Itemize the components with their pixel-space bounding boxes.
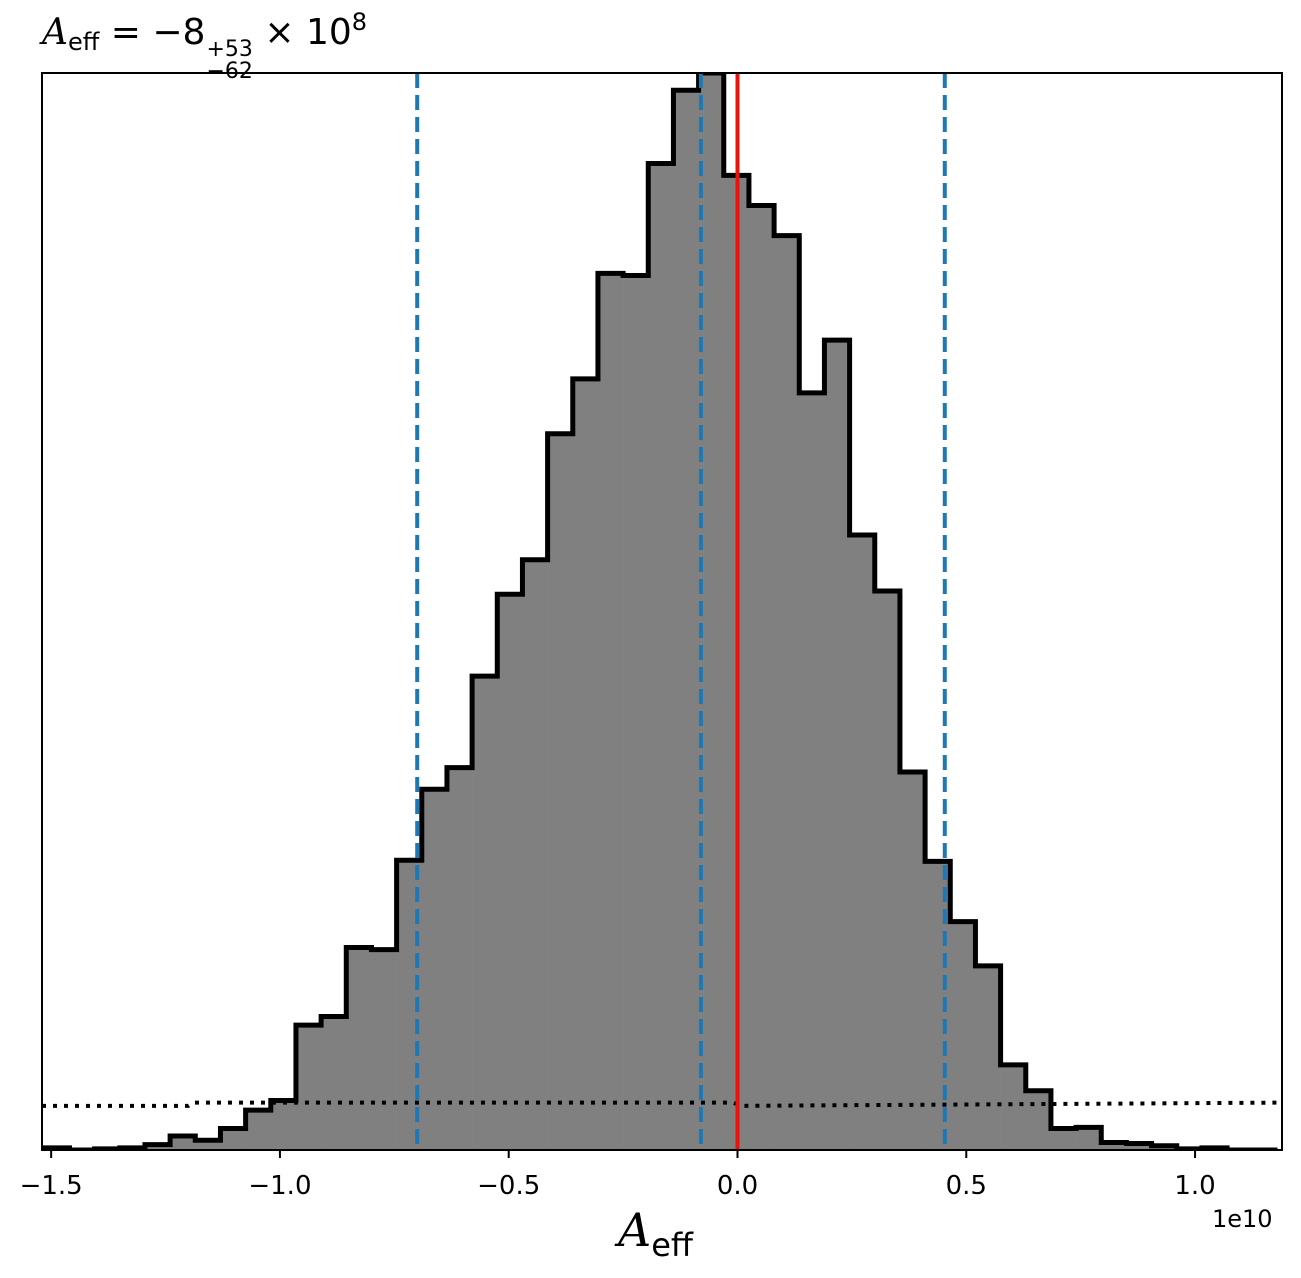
prior-dotted-line	[42, 1100, 1282, 1108]
histogram-bar	[195, 1140, 221, 1150]
plot-frame	[41, 72, 1283, 1151]
title-upper-error: +53	[206, 37, 253, 62]
histogram-bar	[245, 1110, 272, 1150]
histogram-bar	[748, 205, 775, 1150]
x-axis-label: Aeff	[618, 1203, 693, 1264]
histogram-bar	[975, 965, 1001, 1150]
histogram-bar	[1076, 1127, 1102, 1150]
histogram-outline	[42, 73, 1278, 1150]
histogram-bar	[623, 275, 649, 1150]
histogram-bar	[572, 378, 599, 1150]
histogram-bar	[421, 789, 448, 1150]
histogram-bar	[950, 921, 976, 1150]
histogram-bar	[673, 90, 699, 1150]
histogram-bar	[547, 433, 574, 1150]
title-lower-error: −62	[206, 59, 253, 84]
histogram-bar	[648, 163, 674, 1150]
histogram-bar	[1126, 1143, 1152, 1150]
histogram-bar	[295, 1025, 322, 1150]
histogram-bar	[899, 771, 926, 1150]
histogram-bar	[346, 947, 372, 1150]
x-tick-label: 0.0	[717, 1171, 758, 1201]
histogram-bar	[321, 1016, 347, 1150]
histogram-bar	[1000, 1064, 1027, 1150]
histogram-bar	[874, 591, 901, 1150]
histogram-bar	[774, 235, 800, 1150]
chart-title: Aeff = −8 +53 −62 × 108	[42, 8, 368, 84]
histogram-bar	[144, 1144, 171, 1150]
x-tick-label: 0.5	[946, 1171, 987, 1201]
histogram-bar	[1025, 1090, 1052, 1150]
histogram-bar	[170, 1135, 196, 1150]
histogram-bar	[497, 594, 523, 1150]
histogram-bar	[220, 1128, 246, 1150]
histogram-bar	[472, 676, 498, 1150]
histogram-bar	[849, 535, 876, 1150]
histogram-bar	[270, 1100, 297, 1150]
histogram-bar	[522, 559, 548, 1150]
x-tick-label: 1.0	[1174, 1171, 1215, 1201]
histogram-bar	[1101, 1142, 1127, 1150]
x-tick-label: −0.5	[477, 1171, 540, 1201]
x-tick-label: −1.5	[20, 1171, 83, 1201]
histogram-bar	[597, 273, 624, 1150]
histogram-bar	[371, 949, 397, 1150]
x-axis-offset-text: 1e10	[1212, 1205, 1273, 1233]
histogram-bar	[1050, 1128, 1077, 1150]
histogram-bar	[446, 767, 473, 1150]
histogram-bar	[824, 340, 850, 1150]
x-tick-label: −1.0	[248, 1171, 311, 1201]
histogram-bar	[799, 392, 825, 1150]
